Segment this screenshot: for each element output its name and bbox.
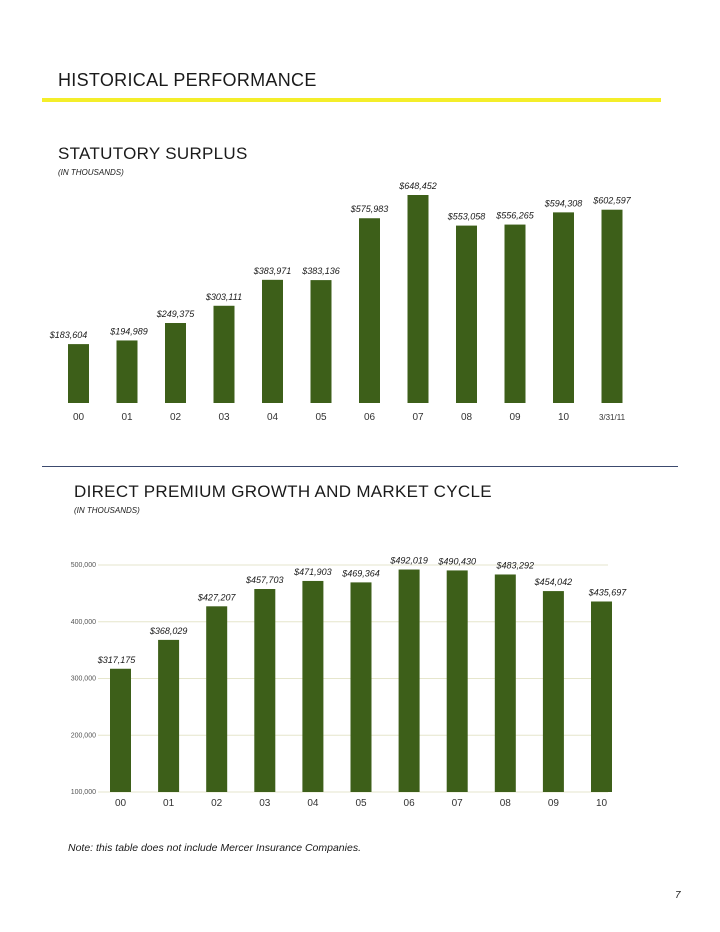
surplus-bar	[456, 225, 477, 403]
surplus-data-label: $183,604	[49, 330, 88, 340]
surplus-data-label: $303,111	[205, 292, 242, 302]
surplus-x-tick: 08	[461, 412, 473, 423]
premium-x-tick: 01	[163, 798, 175, 809]
premium-x-tick: 03	[259, 798, 271, 809]
surplus-chart-subtitle: (IN THOUSANDS)	[58, 168, 124, 177]
premium-bar	[110, 668, 131, 792]
surplus-data-label: $249,375	[156, 309, 196, 319]
premium-chart-subtitle: (IN THOUSANDS)	[74, 506, 140, 515]
surplus-x-tick: 06	[364, 412, 376, 423]
surplus-bar	[407, 195, 429, 403]
surplus-data-label: $194,989	[109, 326, 148, 336]
premium-bar	[398, 569, 420, 792]
surplus-data-label: $575,983	[350, 204, 389, 214]
surplus-data-label: $648,452	[398, 181, 437, 191]
premium-data-label: $427,207	[197, 592, 237, 602]
surplus-bar	[213, 305, 235, 403]
surplus-x-tick: 02	[170, 412, 182, 423]
surplus-bar	[68, 344, 89, 403]
premium-data-label: $457,703	[245, 575, 284, 585]
premium-y-tick: 300,000	[71, 676, 96, 683]
premium-data-label: $483,292	[496, 560, 535, 570]
premium-data-label: $471,903	[293, 567, 332, 577]
premium-bar	[302, 580, 324, 792]
surplus-chart-title: STATUTORY SURPLUS	[58, 144, 248, 163]
premium-bar	[542, 591, 564, 792]
premium-x-tick: 04	[307, 798, 319, 809]
surplus-x-tick: 3/31/11	[599, 413, 626, 422]
footnote: Note: this table does not include Mercer…	[68, 842, 361, 854]
premium-x-tick: 02	[211, 798, 223, 809]
surplus-x-tick: 09	[509, 412, 521, 423]
surplus-bar	[310, 280, 332, 403]
surplus-x-tick: 01	[121, 412, 133, 423]
premium-y-tick: 400,000	[71, 619, 96, 626]
surplus-x-tick: 07	[412, 412, 424, 423]
surplus-bar	[359, 218, 380, 403]
premium-y-tick: 200,000	[71, 732, 96, 739]
section-divider	[42, 466, 678, 467]
premium-chart-title: DIRECT PREMIUM GROWTH AND MARKET CYCLE	[74, 482, 492, 501]
surplus-x-tick: 05	[315, 412, 327, 423]
premium-x-tick: 09	[548, 798, 560, 809]
surplus-data-label: $594,308	[544, 198, 583, 208]
premium-bar	[254, 589, 276, 792]
premium-bar	[494, 574, 516, 792]
surplus-x-tick: 03	[218, 412, 230, 423]
premium-x-tick: 07	[452, 798, 464, 809]
premium-data-label: $435,697	[588, 587, 628, 597]
premium-x-tick: 10	[596, 798, 608, 809]
surplus-x-tick: 10	[558, 412, 570, 423]
premium-x-tick: 08	[500, 798, 512, 809]
premium-bar	[158, 639, 180, 792]
premium-y-tick: 100,000	[71, 789, 96, 796]
premium-y-tick: 500,000	[71, 562, 96, 569]
surplus-bar	[116, 340, 138, 403]
premium-data-label: $454,042	[534, 577, 573, 587]
premium-bar	[350, 582, 372, 792]
surplus-bar	[601, 209, 623, 403]
premium-x-tick: 00	[115, 798, 127, 809]
premium-data-label: $490,430	[437, 556, 476, 566]
premium-x-tick: 05	[355, 798, 367, 809]
premium-bar	[591, 601, 612, 792]
premium-data-label: $469,364	[341, 568, 380, 578]
premium-data-label: $492,019	[389, 556, 428, 566]
surplus-data-label: $556,265	[495, 211, 535, 221]
title-rule	[42, 98, 661, 102]
page-title: HISTORICAL PERFORMANCE	[58, 70, 317, 90]
page-number: 7	[675, 890, 681, 901]
surplus-bar	[504, 224, 526, 403]
surplus-data-label: $383,971	[253, 266, 292, 276]
surplus-bar	[553, 212, 574, 403]
premium-bar	[206, 606, 228, 792]
surplus-bar	[165, 323, 186, 403]
surplus-data-label: $383,136	[301, 266, 340, 276]
surplus-data-label: $553,058	[447, 212, 486, 222]
premium-data-label: $368,029	[149, 626, 188, 636]
surplus-data-label: $602,597	[592, 196, 632, 206]
premium-data-label: $317,175	[97, 655, 137, 665]
premium-x-tick: 06	[404, 798, 416, 809]
surplus-bar	[262, 279, 283, 403]
surplus-x-tick: 00	[73, 412, 85, 423]
surplus-x-tick: 04	[267, 412, 279, 423]
premium-bar	[446, 570, 468, 792]
